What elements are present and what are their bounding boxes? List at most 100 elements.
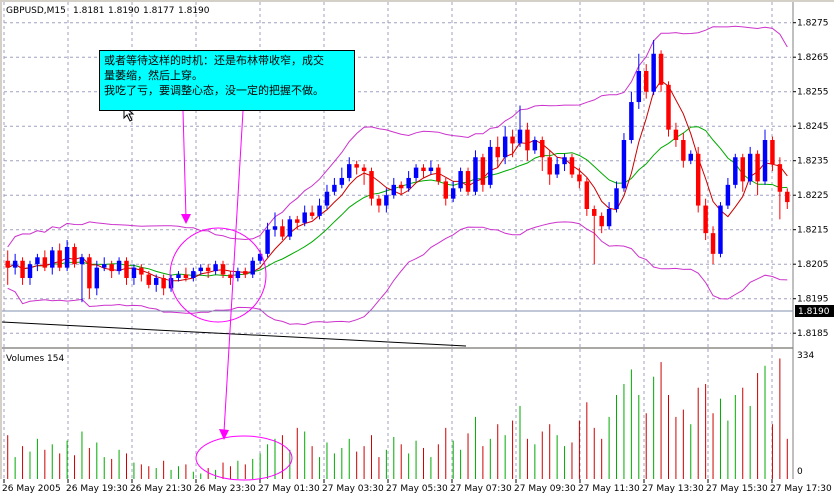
candle-body [547,157,552,175]
candle [643,64,649,99]
candle-body [725,184,731,206]
candle [124,257,129,285]
annotation-line-2: 量萎缩，然后上穿。 [104,69,203,82]
y-tick-label: 1.8195 [797,295,829,305]
candle [27,260,33,285]
candle-body [406,177,411,189]
candle-body [235,271,241,278]
candle-body [540,140,545,158]
candle [64,240,70,272]
candle-body [243,271,248,275]
candle-body [643,71,649,92]
time-scale-bg [0,479,834,496]
candle-body [369,171,374,199]
candle [42,250,48,272]
candle-body [376,198,382,206]
time-axis: 26 May 2005 26 May 19:30 26 May 21:30 26 Ma… [2,479,832,494]
candle [12,253,18,275]
candle [146,271,152,289]
x-tick-label: 26 May 23:30 [194,484,256,494]
candle-body [5,260,10,268]
candle-body [20,260,25,278]
candle-body [554,164,560,175]
candle [220,260,226,278]
candle-body [480,157,486,185]
candle-body [688,153,693,161]
ohlc-open: 1.8181 [73,6,105,16]
candle-body [651,53,656,92]
annotation-ellipse-volume [195,435,293,481]
annotation-line-1: 或者等待这样的时机：还是布林带收窄，成交 [104,54,324,67]
candle [465,167,471,196]
candle-body [606,209,612,227]
candle [406,171,411,192]
candle [584,177,590,216]
candle-body [398,184,404,189]
candle-body [629,102,634,140]
candle-body [747,153,753,182]
candle-body [250,260,255,275]
candle [703,198,708,241]
candle [532,136,538,154]
candle-body [391,184,397,196]
candle [369,167,374,206]
candle-body [718,205,723,254]
candle [688,150,693,165]
candle [87,253,92,299]
candle [681,133,686,168]
candle-body [785,191,790,203]
candle [413,164,419,182]
x-tick-label: 27 May 11:30 [578,484,640,494]
candle-body [102,264,107,268]
volume-scale-max: 334 [797,351,814,361]
candle-body [465,171,471,192]
candle-body [421,167,426,172]
annotation-arrow-1 [182,110,187,219]
candle [295,215,300,230]
candle-body [183,274,189,278]
candle [606,202,612,230]
volume-bars [7,358,788,479]
candle [272,212,278,237]
candle [102,257,107,272]
x-tick-label: 26 May 2005 [2,484,61,494]
price-scale-bg [793,2,834,479]
ohlc-high: 1.8190 [108,6,140,16]
candle [770,136,775,172]
candle-body [176,274,181,278]
candle [666,81,671,137]
candle [213,260,218,275]
candle-body [339,177,345,185]
candle [673,122,679,147]
candle-body [79,257,85,265]
candle [131,264,137,285]
candle-body [280,226,285,237]
candle [577,167,582,189]
candle-body [517,129,523,144]
candle [309,205,315,220]
candle-body [317,205,322,216]
candle [324,184,330,209]
x-tick-label: 27 May 09:30 [514,484,576,494]
candle [547,150,552,185]
candle [339,167,345,189]
candle-body [257,253,263,261]
candle-body [198,267,203,272]
candle [79,253,85,303]
candle [384,188,389,213]
candle [480,153,486,192]
candle [569,153,575,178]
candle-body [72,246,77,265]
candle [235,267,241,282]
candle [250,257,255,278]
y-tick-label: 1.8255 [797,88,829,98]
candle-body [35,257,40,265]
candle [495,136,500,168]
candle [762,129,768,185]
candle-body [302,212,307,223]
candle-body [681,140,686,161]
candle-body [599,215,604,227]
candle-body [502,136,508,158]
candle [243,267,248,278]
